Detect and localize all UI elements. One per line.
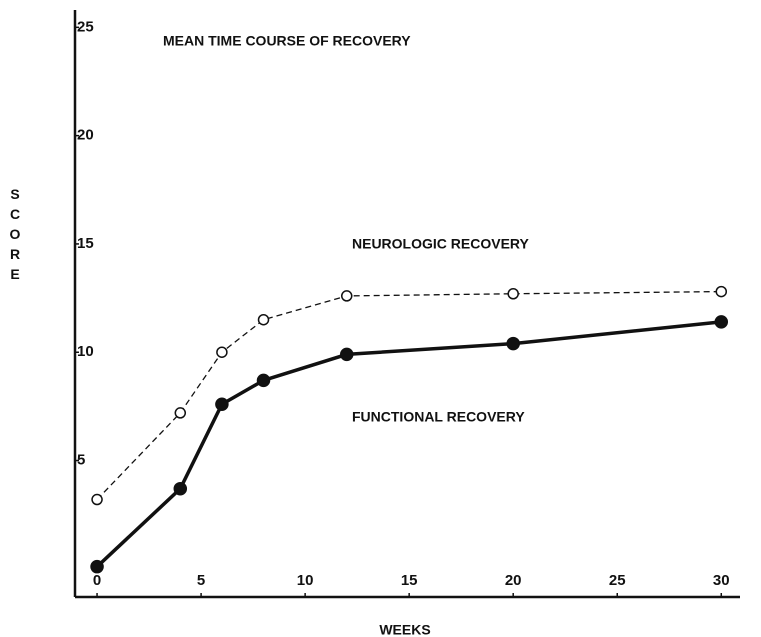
x-tick-label: 15 [401,572,418,589]
data-point [714,315,729,329]
x-tick-label: 25 [609,572,626,589]
data-point [256,373,271,388]
data-point [339,347,354,362]
chart-title: MEAN TIME COURSE OF RECOVERY [163,33,411,49]
x-axis-label: WEEKS [379,622,430,637]
y-tick-label: 5 [77,452,85,469]
data-point [715,285,728,298]
data-point [507,288,519,300]
series-line [95,320,722,568]
x-tick-label: 10 [297,572,314,589]
series-label: NEUROLOGIC RECOVERY [352,236,529,252]
data-point [340,290,353,302]
data-point [257,313,270,326]
x-tick-label: 20 [505,572,522,589]
y-tick-label: 15 [77,235,94,252]
y-tick-label: 10 [77,343,94,360]
x-tick-label: 30 [713,572,730,589]
y-tick-label: 20 [77,127,94,144]
y-tick-label: 25 [77,18,94,35]
data-point [90,559,104,574]
series-label: FUNCTIONAL RECOVERY [352,409,525,425]
data-point [506,336,520,351]
x-tick-label: 5 [197,572,205,589]
y-axis-label: SCORE [7,186,23,286]
data-point [91,493,103,506]
data-point [215,397,229,411]
data-point [216,346,228,358]
data-point [174,407,187,419]
data-point [173,481,188,496]
x-tick-label: 0 [93,572,101,589]
